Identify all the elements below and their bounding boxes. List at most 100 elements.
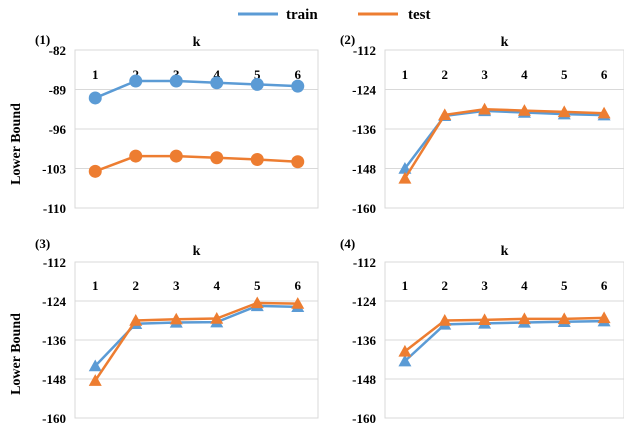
x-tick-label: 5 — [561, 278, 568, 293]
series-test — [88, 149, 305, 178]
data-point — [291, 297, 305, 309]
data-point — [557, 105, 571, 118]
x-tick-label: 5 — [254, 278, 261, 293]
panel-label: (4) — [340, 236, 355, 251]
data-point — [210, 151, 224, 165]
data-point — [210, 76, 224, 90]
x-tick-label: 6 — [601, 278, 608, 293]
data-point — [398, 162, 412, 174]
data-point — [129, 314, 143, 326]
y-axis-label-top: Lower Bound — [9, 103, 24, 185]
panel-2: -112 -124 -136 -148 -160 (2) k 1 2 3 4 5 6 — [340, 32, 624, 216]
x-axis-label: k — [193, 244, 201, 259]
x-tick-label: 5 — [254, 67, 261, 82]
series-line — [404, 319, 605, 363]
y-tick-label: -160 — [42, 411, 66, 426]
legend-train-label: train — [286, 7, 318, 23]
x-tick-label: 3 — [173, 278, 180, 293]
y-tick-label: -136 — [352, 333, 376, 348]
series-train — [88, 299, 305, 372]
panel-label: (3) — [35, 236, 50, 251]
x-tick-label: 3 — [481, 278, 488, 293]
x-axis-label: k — [501, 35, 509, 50]
y-tick-label: -112 — [43, 255, 66, 270]
series-line — [94, 301, 298, 382]
series-line — [404, 316, 605, 353]
panel-1: -82 -89 -96 -103 -110 (1) k 1 2 3 4 5 6 — [35, 32, 319, 216]
data-point — [557, 312, 571, 325]
x-tick-label: 1 — [92, 278, 99, 293]
series-test — [398, 311, 611, 357]
y-tick-label: -110 — [43, 201, 66, 216]
x-tick-label: 5 — [561, 67, 568, 82]
data-point — [398, 354, 412, 367]
x-tick-label: 2 — [442, 278, 449, 293]
data-point — [169, 312, 183, 325]
y-tick-label: -96 — [49, 122, 67, 137]
x-tick-label: 4 — [521, 67, 528, 82]
data-point — [88, 374, 102, 386]
x-tick-label: 4 — [214, 278, 221, 293]
x-tick-label: 3 — [173, 67, 180, 82]
data-point — [478, 313, 492, 326]
y-tick-label: -82 — [49, 43, 66, 58]
data-point — [250, 152, 264, 166]
series-train — [88, 74, 305, 105]
y-tick-label: -148 — [352, 372, 376, 387]
x-tick-label: 6 — [601, 67, 608, 82]
data-point — [250, 296, 264, 309]
data-point — [250, 77, 264, 91]
data-point — [398, 344, 412, 357]
x-tick-label: 6 — [295, 67, 302, 82]
y-tick-label: -103 — [42, 162, 66, 177]
y-tick-label: -160 — [352, 201, 376, 216]
y-tick-label: -112 — [353, 255, 376, 270]
y-tick-label: -89 — [49, 83, 67, 98]
data-point — [291, 155, 305, 169]
data-point — [597, 106, 611, 119]
x-tick-label: 1 — [92, 67, 99, 82]
y-tick-label: -160 — [352, 411, 376, 426]
data-point — [129, 74, 143, 88]
data-point — [88, 164, 102, 178]
data-point — [517, 104, 531, 116]
x-axis-label: k — [501, 244, 509, 259]
y-tick-label: -124 — [352, 294, 376, 309]
data-point — [517, 312, 531, 325]
data-point — [291, 79, 305, 93]
x-tick-label: 2 — [442, 67, 449, 82]
panel-4: -112 -124 -136 -148 -160 (4) k 1 2 3 4 5 6 — [340, 236, 624, 426]
series-test — [398, 102, 611, 184]
y-tick-label: -124 — [352, 83, 376, 98]
data-point — [169, 74, 183, 88]
x-tick-label: 1 — [402, 278, 409, 293]
data-point — [210, 312, 224, 324]
series-line — [94, 79, 298, 100]
data-point — [129, 149, 143, 163]
x-tick-label: 1 — [402, 67, 409, 82]
data-point — [478, 102, 492, 115]
panel-3: -112 -124 -136 -148 -160 (3) k 1 2 3 4 5 6 — [35, 236, 319, 426]
series-line — [403, 109, 605, 170]
panel-label: (2) — [340, 32, 355, 47]
series-line — [403, 107, 605, 180]
data-point — [169, 149, 183, 163]
x-tick-label: 2 — [133, 278, 140, 293]
y-tick-label: -136 — [42, 333, 66, 348]
x-axis-label: k — [193, 35, 201, 50]
y-axis-label-bottom: Lower Bound — [9, 313, 24, 395]
legend: train test — [238, 7, 431, 23]
y-tick-label: -148 — [352, 162, 376, 177]
y-tick-label: -112 — [353, 43, 376, 58]
data-point — [398, 171, 412, 184]
data-point — [88, 91, 102, 105]
x-tick-label: 3 — [481, 67, 488, 82]
series-line — [94, 154, 298, 173]
legend-test-label: test — [408, 7, 431, 23]
y-tick-label: -124 — [42, 294, 66, 309]
data-point — [597, 311, 611, 324]
panel-label: (1) — [35, 32, 50, 47]
data-point — [438, 314, 452, 326]
x-tick-label: 4 — [214, 67, 221, 82]
